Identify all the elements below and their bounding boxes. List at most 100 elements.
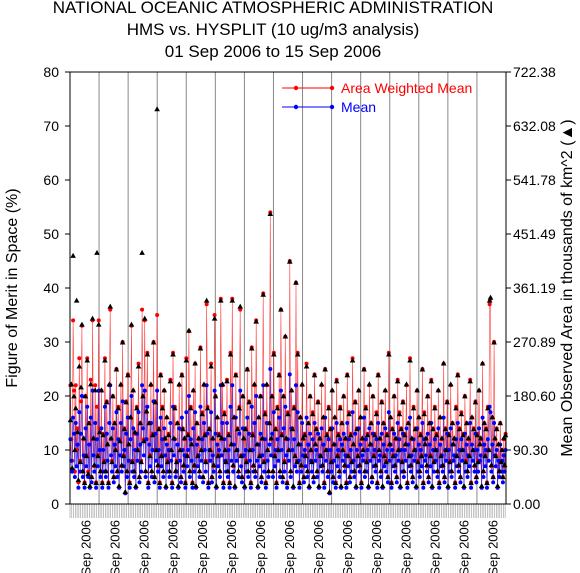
area-triangle-point [264,447,271,453]
area-triangle-point [282,333,289,339]
area-triangle-point [76,363,83,369]
area-weighted-mean-point [487,302,492,307]
legend-label-mean: Mean [341,99,376,115]
area-triangle-point [404,480,411,486]
mean-point [274,485,279,490]
area-triangle-point [398,426,405,432]
area-triangle-point [345,453,351,459]
mean-point [240,480,245,485]
mean-point [206,485,211,490]
area-triangle-point [202,459,209,465]
mean-point [381,442,386,447]
area-triangle-point [101,459,107,465]
mean-point [490,442,495,447]
mean-point [492,421,497,425]
mean-point [147,442,152,447]
area-triangle-point [422,441,428,447]
mean-point [231,469,236,474]
mean-point [494,448,499,452]
area-triangle-point [158,453,165,459]
area-triangle-point [120,453,127,459]
x-tick-label: Sep 2006 [79,520,94,573]
mean-point [408,469,413,474]
area-triangle-point [114,468,121,474]
mean-point [470,458,475,463]
area-triangle-point [118,381,124,387]
area-triangle-point [313,426,320,432]
area-triangle-point [424,393,431,399]
area-triangle-point [244,366,251,372]
mean-point [412,458,417,463]
mean-point [382,464,387,469]
mean-point [122,448,127,452]
area-triangle-point [359,435,366,441]
mean-point [237,431,242,436]
mean-point [126,458,131,463]
mean-point [219,453,224,458]
area-triangle-point [478,483,485,489]
area-triangle-point [409,435,415,441]
mean-point [198,404,203,409]
area-triangle-point [279,432,285,438]
area-triangle-point [303,363,310,369]
area-triangle-point [108,435,114,441]
mean-point [215,442,220,447]
mean-point [444,458,449,463]
area-triangle-point [358,480,365,486]
mean-point [435,475,440,479]
area-triangle-point [409,474,416,480]
mean-point [460,458,465,463]
area-triangle-point [315,399,321,405]
mean-point [252,421,257,425]
area-triangle-point [248,345,255,351]
mean-point [201,480,206,485]
area-triangle-point [355,453,361,459]
area-triangle-point [427,453,434,459]
mean-point [91,453,96,458]
y-left-tick-label: 50 [43,226,59,242]
area-triangle-point [325,405,332,411]
mean-point [423,453,428,458]
area-triangle-point [477,441,483,447]
area-triangle-point [141,438,147,444]
mean-point [110,469,115,474]
mean-point [267,442,272,447]
mean-point [347,480,352,485]
area-triangle-point [474,432,481,438]
area-triangle-point [424,462,430,468]
area-weighted-mean-point [79,399,84,404]
mean-point [386,410,391,415]
area-triangle-point [340,447,346,453]
area-triangle-point [194,453,201,459]
area-triangle-point [251,381,258,387]
mean-point [493,464,498,469]
area-triangle-point [297,414,304,420]
mean-point [427,442,432,447]
mean-point [171,453,176,458]
mean-point [92,469,97,474]
area-triangle-point [494,483,501,489]
area-triangle-point [292,453,298,459]
mean-point [164,442,169,447]
area-triangle-point [226,480,233,486]
mean-point [211,469,216,474]
area-triangle-point [178,474,184,480]
mean-point [290,448,295,452]
area-triangle-point [273,480,280,486]
mean-point [185,464,190,469]
area-triangle-point [341,462,348,468]
area-triangle-point [192,360,198,366]
area-triangle-point [73,297,80,303]
x-tick-label: Sep 2006 [398,520,413,573]
x-tick-label: Sep 2006 [369,520,384,573]
series-marks [67,106,509,496]
area-triangle-point [396,411,403,417]
mean-point [373,469,378,474]
area-triangle-point [407,357,413,363]
area-triangle-point [162,435,168,441]
mean-point [328,448,333,452]
mean-point [213,431,218,436]
area-triangle-point [455,372,461,378]
mean-point [253,475,258,479]
area-triangle-point [357,414,364,420]
